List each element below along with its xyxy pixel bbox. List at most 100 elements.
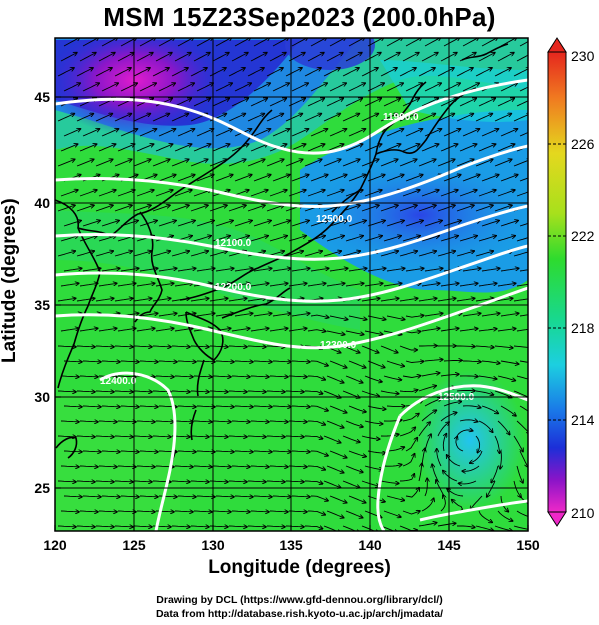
- streamline-arrow: [95, 251, 113, 257]
- streamline-arrow: [424, 38, 441, 47]
- streamline-arrow: [500, 175, 518, 182]
- streamline-arrow: [212, 466, 231, 467]
- streamline-arrow: [253, 129, 271, 137]
- streamline-arrow: [250, 376, 269, 377]
- streamline-arrow: [155, 376, 174, 377]
- streamline-arrow: [405, 488, 419, 498]
- streamline-arrow: [307, 510, 325, 515]
- streamline-arrow: [174, 190, 192, 197]
- streamline-arrow: [114, 251, 132, 257]
- streamline-arrow: [386, 175, 404, 182]
- streamline-arrow: [133, 251, 151, 257]
- streamline-arrow: [177, 406, 196, 407]
- streamline-arrow: [494, 68, 511, 77]
- streamline-arrow: [63, 129, 81, 137]
- streamline-arrow: [190, 526, 209, 527]
- streamline-arrow: [291, 83, 308, 92]
- streamline-arrow: [475, 205, 493, 212]
- contour-label: 12300.0: [320, 340, 357, 351]
- streamline-arrow: [133, 205, 151, 212]
- streamline-arrow: [383, 465, 402, 467]
- streamline-arrow: [114, 68, 131, 77]
- streamline-arrow: [481, 38, 498, 47]
- streamline-arrow: [266, 68, 283, 77]
- streamline-arrow: [519, 222, 528, 227]
- streamline-arrow: [228, 159, 246, 167]
- streamline-arrow: [380, 68, 397, 77]
- streamline-arrow: [98, 421, 117, 422]
- streamline-arrow: [402, 454, 415, 467]
- streamline-arrow: [383, 236, 401, 242]
- streamline-arrow: [326, 98, 343, 107]
- streamline-arrow: [345, 144, 363, 152]
- streamline-arrow: [158, 129, 176, 137]
- streamline-arrow: [272, 406, 291, 407]
- streamline-arrow: [250, 283, 269, 287]
- streamline-arrow: [269, 236, 287, 242]
- streamline-arrow: [98, 190, 116, 197]
- streamline-arrow: [177, 451, 196, 452]
- streamline-arrow: [405, 315, 424, 317]
- streamline-arrow: [291, 313, 310, 317]
- colorbar-tick: 226: [571, 136, 595, 152]
- streamline-arrow: [247, 159, 265, 167]
- streamline-arrow: [380, 251, 398, 257]
- streamline-arrow: [231, 98, 248, 107]
- streamline-arrow: [462, 406, 481, 408]
- streamline-arrow: [500, 313, 519, 317]
- streamline-arrow: [177, 129, 195, 137]
- streamline-arrow: [342, 525, 360, 531]
- streamline-arrow: [440, 283, 459, 287]
- streamline-arrow: [475, 159, 493, 167]
- streamline-arrow: [500, 360, 519, 364]
- streamline-arrow: [304, 436, 323, 439]
- y-tick-label: 40: [34, 195, 50, 211]
- streamline-arrow: [367, 268, 386, 272]
- streamline-arrow: [98, 53, 115, 62]
- streamline-arrow: [136, 283, 155, 287]
- streamline-arrow: [234, 451, 253, 452]
- streamline-arrow: [272, 129, 290, 137]
- streamline-arrow: [57, 526, 76, 527]
- streamline-arrow: [456, 159, 474, 167]
- streamline-arrow: [329, 360, 347, 368]
- streamline-arrow: [212, 376, 231, 377]
- streamline-arrow: [76, 391, 95, 392]
- streamline-arrow: [174, 511, 193, 512]
- streamline-arrow: [139, 129, 157, 137]
- streamline-arrow: [380, 114, 397, 122]
- streamline-arrow: [475, 251, 493, 257]
- streamline-arrow: [193, 98, 210, 107]
- streamline-arrow: [459, 420, 478, 422]
- streamline-arrow: [231, 328, 250, 332]
- streamline-arrow: [310, 405, 328, 411]
- streamline-arrow: [348, 315, 367, 320]
- streamline-arrow: [516, 191, 528, 197]
- streamline-arrow: [497, 329, 516, 332]
- streamline-arrow: [459, 236, 477, 242]
- streamline-arrow: [399, 68, 416, 77]
- streamline-arrow: [133, 436, 152, 437]
- streamline-arrow: [459, 283, 478, 287]
- streamline-arrow: [76, 436, 95, 437]
- streamline-arrow: [348, 495, 366, 503]
- streamline-arrow: [462, 465, 480, 471]
- streamline-arrow: [63, 406, 82, 407]
- streamline-arrow: [228, 481, 247, 482]
- streamline-arrow: [269, 283, 288, 287]
- streamline-arrow: [519, 314, 528, 317]
- streamline-arrow: [272, 361, 291, 362]
- streamline-arrow: [63, 496, 82, 497]
- streamline-arrow: [494, 435, 500, 453]
- streamline-arrow: [247, 205, 265, 212]
- streamline-arrow: [364, 330, 383, 335]
- streamline-arrow: [98, 466, 117, 467]
- streamline-arrow: [402, 53, 419, 62]
- streamline-arrow: [272, 38, 289, 47]
- streamline-arrow: [310, 495, 328, 501]
- streamline-arrow: [421, 53, 438, 62]
- streamline-arrow: [57, 251, 75, 257]
- streamline-arrow: [57, 391, 76, 392]
- streamline-arrow: [133, 114, 150, 122]
- streamline-arrow: [399, 251, 417, 257]
